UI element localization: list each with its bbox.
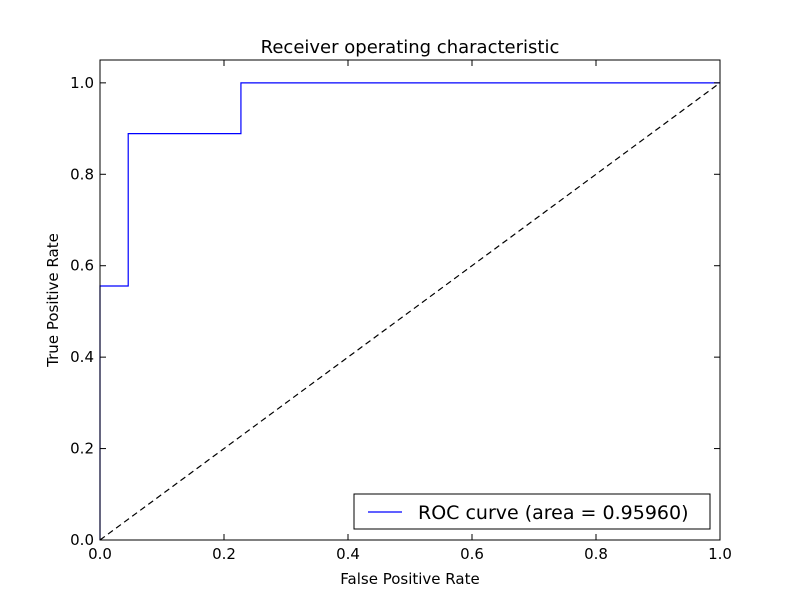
legend-box	[353, 493, 711, 530]
chart-title: Receiver operating characteristic	[261, 37, 560, 58]
plot-frame	[99, 59, 721, 541]
y-tick-label: 1.0	[70, 74, 94, 92]
plot-area: 0.0 0.2 0.4 0.6 0.8 1.0 0.0 0.2 0.4 0.6 0.8 1.0	[70, 59, 732, 563]
y-tick-label: 0.0	[70, 531, 94, 549]
x-tick-label: 0.0	[88, 545, 112, 563]
x-tick-label: 0.4	[336, 545, 360, 563]
chance-diagonal-line	[99, 82, 721, 541]
y-tick-label: 0.8	[70, 165, 94, 183]
y-tick-label: 0.2	[70, 440, 94, 458]
x-axis-title: False Positive Rate	[340, 570, 479, 588]
legend: ROC curve (area = 0.95960)	[353, 493, 711, 530]
x-tick-label: 0.6	[460, 545, 484, 563]
legend-label-roc: ROC curve (area = 0.95960)	[418, 502, 689, 524]
x-tick-label: 0.2	[212, 545, 236, 563]
x-tick-label: 1.0	[708, 545, 732, 563]
y-tick-label: 0.4	[70, 348, 94, 366]
x-tick-label: 0.8	[584, 545, 608, 563]
y-axis-title: True Positive Rate	[44, 233, 62, 368]
y-tick-label: 0.6	[70, 257, 94, 275]
